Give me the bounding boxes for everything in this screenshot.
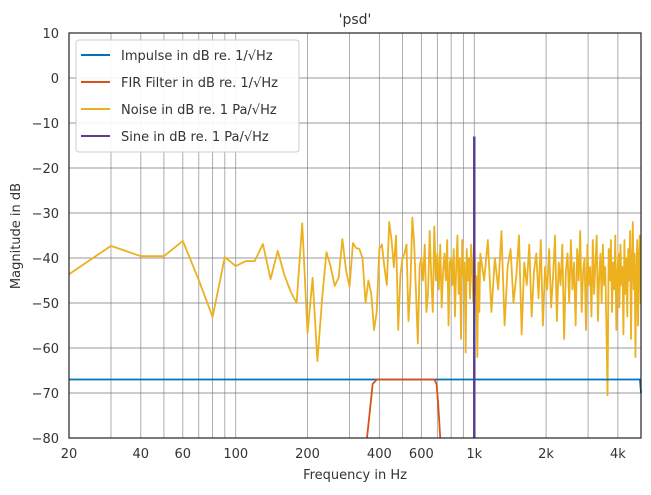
y-tick-label: −20 [32,162,59,177]
y-tick-label: 0 [51,72,59,87]
legend: Impulse in dB re. 1/√Hz FIR Filter in dB … [75,39,300,153]
x-tick-label: 400 [367,447,392,462]
chart-title: 'psd' [339,12,372,28]
legend-entry: Impulse in dB re. 1/√Hz [121,49,273,64]
legend-entry: Sine in dB re. 1 Pa/√Hz [121,130,269,145]
x-tick-label: 2k [538,447,554,462]
y-tick-label: −10 [32,117,59,132]
y-tick-label: −80 [32,432,59,447]
x-tick-label: 20 [61,447,78,462]
legend-entry: Noise in dB re. 1 Pa/√Hz [121,103,277,118]
y-tick-labels: 10 0 −10 −20 −30 −40 −50 −60 −70 −80 [32,27,59,447]
series-line-2 [68,216,642,397]
x-tick-label: 100 [223,447,248,462]
y-tick-label: −60 [32,342,59,357]
y-tick-label: −30 [32,207,59,222]
x-tick-label: 40 [133,447,150,462]
series-line-0 [69,378,642,394]
x-tick-label: 200 [295,447,320,462]
legend-entry: FIR Filter in dB re. 1/√Hz [121,76,278,91]
y-tick-label: −50 [32,297,59,312]
x-axis-label: Frequency in Hz [303,468,407,483]
x-tick-label: 600 [409,447,434,462]
series-lines [68,136,642,439]
y-tick-label: −40 [32,252,59,267]
y-axis-label: Magnitude in dB [9,183,24,289]
x-tick-labels: 20 40 60 100 200 400 600 1k 2k 4k [61,447,627,462]
legend-box [75,39,300,153]
series-line-1 [366,378,442,439]
y-tick-label: 10 [42,27,59,42]
plot-frame [68,32,642,439]
y-tick-label: −70 [32,387,59,402]
x-tick-label: 60 [175,447,192,462]
x-tick-label: 1k [466,447,482,462]
x-tick-label: 4k [610,447,626,462]
